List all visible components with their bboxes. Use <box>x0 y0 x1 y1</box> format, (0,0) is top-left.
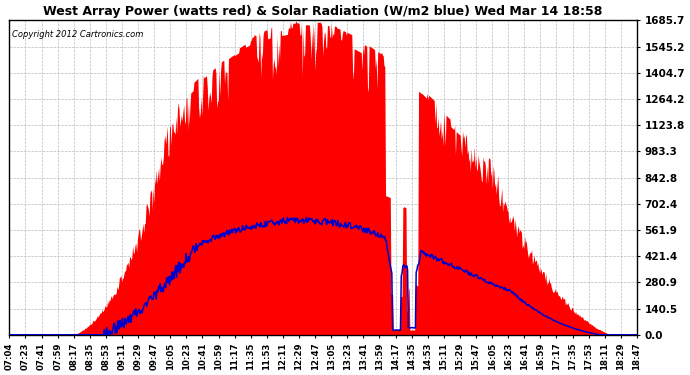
Title: West Array Power (watts red) & Solar Radiation (W/m2 blue) Wed Mar 14 18:58: West Array Power (watts red) & Solar Rad… <box>43 5 603 18</box>
Text: Copyright 2012 Cartronics.com: Copyright 2012 Cartronics.com <box>12 30 144 39</box>
